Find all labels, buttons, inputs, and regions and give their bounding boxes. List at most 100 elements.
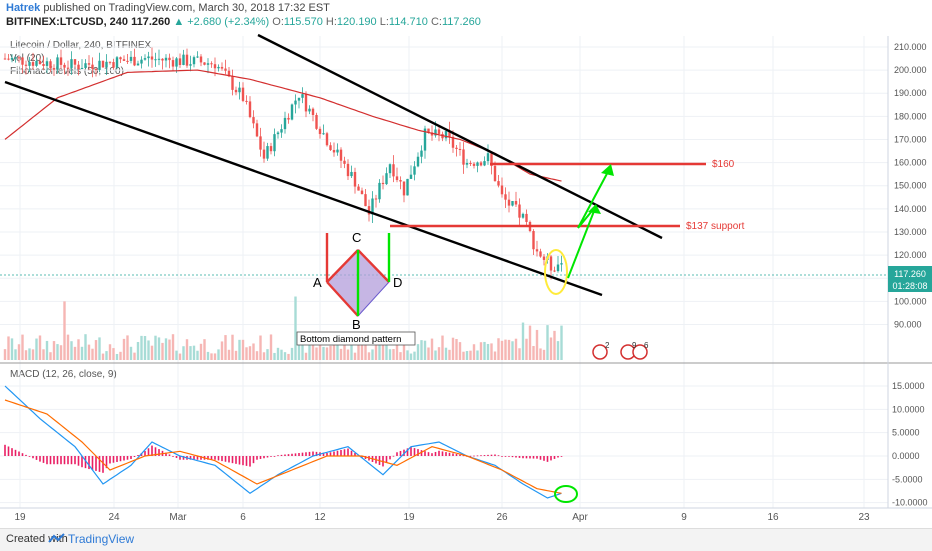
volume-bar [476, 350, 479, 360]
macd-histogram-bar [322, 452, 325, 456]
volume-bar [364, 338, 367, 360]
volume-bar [126, 335, 129, 360]
chart-title-legend[interactable]: Litecoin / Dollar, 240, BITFINEX [10, 40, 152, 51]
macd-histogram-bar [231, 456, 234, 464]
macd-histogram-bar [273, 456, 276, 457]
symbol-name[interactable]: BITFINEX:LTCUSD, 240 [6, 16, 129, 28]
volume-bar [504, 339, 507, 360]
candle-body [56, 57, 59, 70]
candle-body [350, 171, 353, 177]
volume-bar [486, 343, 490, 360]
volume-bar [420, 340, 423, 360]
volume-bar [189, 346, 192, 360]
candle-body [448, 130, 451, 137]
event-marker-flag-icon[interactable] [592, 344, 608, 360]
volume-bar [161, 342, 164, 360]
event-marker-flag-icon[interactable] [632, 344, 648, 360]
fibonacci-legend[interactable]: Fibonacci levels (50, 100) [10, 66, 124, 77]
volume-legend[interactable]: Vol (20) [10, 53, 45, 64]
volume-bar [241, 339, 245, 360]
macd-histogram-bar [473, 455, 475, 457]
macd-histogram-bar [497, 455, 500, 457]
candle-body [213, 64, 217, 69]
macd-histogram-bar [308, 451, 311, 456]
price-tick-label: 150.000 [894, 181, 927, 191]
candle-body [49, 61, 52, 69]
volume-bar [360, 344, 364, 360]
price-chart[interactable]: 210.000200.000190.000180.000170.000160.0… [0, 0, 932, 528]
volume-bar [227, 349, 231, 360]
candle-body [42, 64, 45, 66]
macd-histogram-bar [214, 456, 216, 460]
macd-histogram-bar [459, 454, 461, 456]
macd-histogram-bar [508, 456, 510, 457]
current-low-highlight[interactable] [544, 249, 568, 295]
candle-body [290, 104, 294, 120]
price-change: ▲ +2.680 (+2.34%) [173, 16, 270, 28]
macd-histogram-bar [333, 451, 335, 456]
volume-bar [70, 341, 73, 360]
candle-body [444, 130, 448, 139]
diamond-upper-left-edge [326, 249, 359, 283]
macd-histogram-bar [67, 456, 69, 465]
macd-histogram-bar [410, 447, 412, 456]
author-link[interactable]: Hatrek [6, 2, 41, 14]
projected-path-arrow[interactable] [567, 167, 611, 279]
candle-body [154, 59, 157, 61]
last-price: 117.260 [131, 16, 171, 28]
candle-body [374, 198, 378, 200]
candle-body [315, 114, 318, 129]
created-with-text: Created with [6, 533, 68, 545]
macd-histogram-bar [287, 454, 290, 456]
volume-bar [556, 341, 560, 360]
volume-bar [45, 340, 49, 360]
macd-histogram-bar [95, 456, 97, 471]
candle-body [416, 156, 420, 167]
candle-body [87, 63, 91, 65]
price-tick-label: 120.000 [894, 250, 927, 260]
lower-channel-trendline[interactable] [4, 80, 603, 297]
macd-histogram-bar [56, 456, 59, 465]
macd-histogram-bar [427, 452, 430, 456]
candle-body [182, 54, 185, 65]
candle-body [136, 63, 140, 66]
volume-bar [231, 334, 234, 360]
macd-legend[interactable]: MACD (12, 26, close, 9) [10, 369, 117, 380]
macd-histogram-bar [385, 456, 388, 463]
macd-histogram-bar [256, 456, 258, 460]
macd-histogram-bar [326, 453, 328, 456]
volume-bar [24, 350, 28, 360]
volume-bar [52, 341, 56, 360]
volume-bar [203, 339, 206, 360]
volume-bar [448, 349, 451, 360]
candle-body [273, 134, 276, 152]
macd-histogram-bar [389, 456, 391, 460]
event-markers[interactable]: 2 9 6 [592, 341, 649, 360]
volume-bar [133, 352, 136, 360]
time-axis[interactable]: 19 24 Mar 6 12 19 26 Apr 9 16 23 [14, 512, 870, 523]
candle-body [423, 128, 427, 151]
macd-low-highlight[interactable] [554, 485, 578, 503]
volume-bar [210, 353, 213, 360]
time-tick-label: 23 [858, 512, 870, 523]
tradingview-brand-link[interactable]: TradingView [68, 532, 135, 546]
volume-bar [462, 351, 465, 360]
volume-bar [185, 339, 189, 360]
macd-histogram-bar [18, 451, 20, 456]
upper-channel-trendline[interactable] [257, 33, 663, 240]
diamond-pattern-drawing[interactable]: A B C D [313, 230, 402, 332]
volume-bar [171, 334, 175, 360]
volume-bar [255, 351, 259, 360]
volume-bar [269, 334, 273, 360]
candle-body [122, 59, 126, 61]
volume-bar [3, 349, 7, 360]
candle-body [497, 181, 500, 186]
volume-bar [444, 347, 448, 360]
candle-body [217, 66, 220, 69]
volume-bar [406, 350, 409, 360]
volume-bar [77, 339, 80, 360]
macd-axis[interactable]: 15.0000 10.0000 5.0000 0.0000 -5.0000 -10.000… [892, 381, 928, 508]
macd-histogram-bar [294, 453, 297, 456]
macd-histogram-bar [77, 456, 80, 466]
macd-tick-label: 10.0000 [892, 404, 925, 414]
